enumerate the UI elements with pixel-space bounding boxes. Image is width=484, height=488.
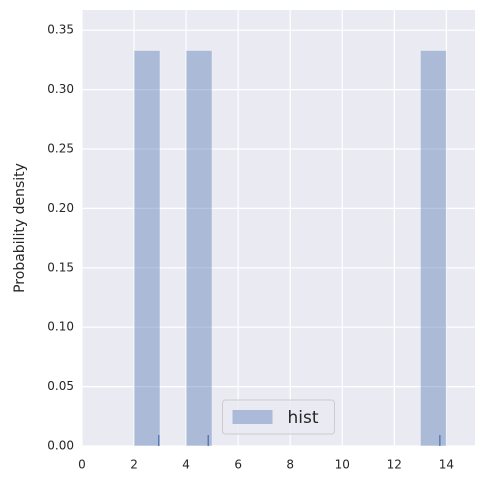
x-tick-label: 14	[439, 458, 454, 472]
y-tick-label: 0.35	[47, 23, 74, 37]
x-tick-label: 4	[182, 458, 190, 472]
bar	[419, 49, 447, 447]
y-tick-label: 0.20	[47, 201, 74, 215]
x-tick-label: 6	[234, 458, 242, 472]
y-tick-label: 0.15	[47, 260, 74, 274]
x-tick-label: 2	[130, 458, 138, 472]
x-tick-label: 12	[387, 458, 402, 472]
x-tick-label: 10	[335, 458, 350, 472]
legend-box	[222, 399, 335, 435]
y-tick-label: 0.10	[47, 320, 74, 334]
bar	[185, 49, 213, 447]
y-tick-label: 0.30	[47, 82, 74, 96]
y-tick-label: 0.25	[47, 141, 74, 155]
bar	[133, 49, 161, 447]
y-tick-label: 0.00	[47, 439, 74, 453]
y-axis-label: Probability density	[12, 163, 28, 293]
x-tick-label: 0	[78, 458, 86, 472]
y-tick-label: 0.05	[47, 379, 74, 393]
legend-swatch	[232, 410, 273, 424]
legend-label: hist	[288, 408, 319, 428]
x-tick-label: 8	[286, 458, 294, 472]
plot-area	[82, 10, 475, 446]
